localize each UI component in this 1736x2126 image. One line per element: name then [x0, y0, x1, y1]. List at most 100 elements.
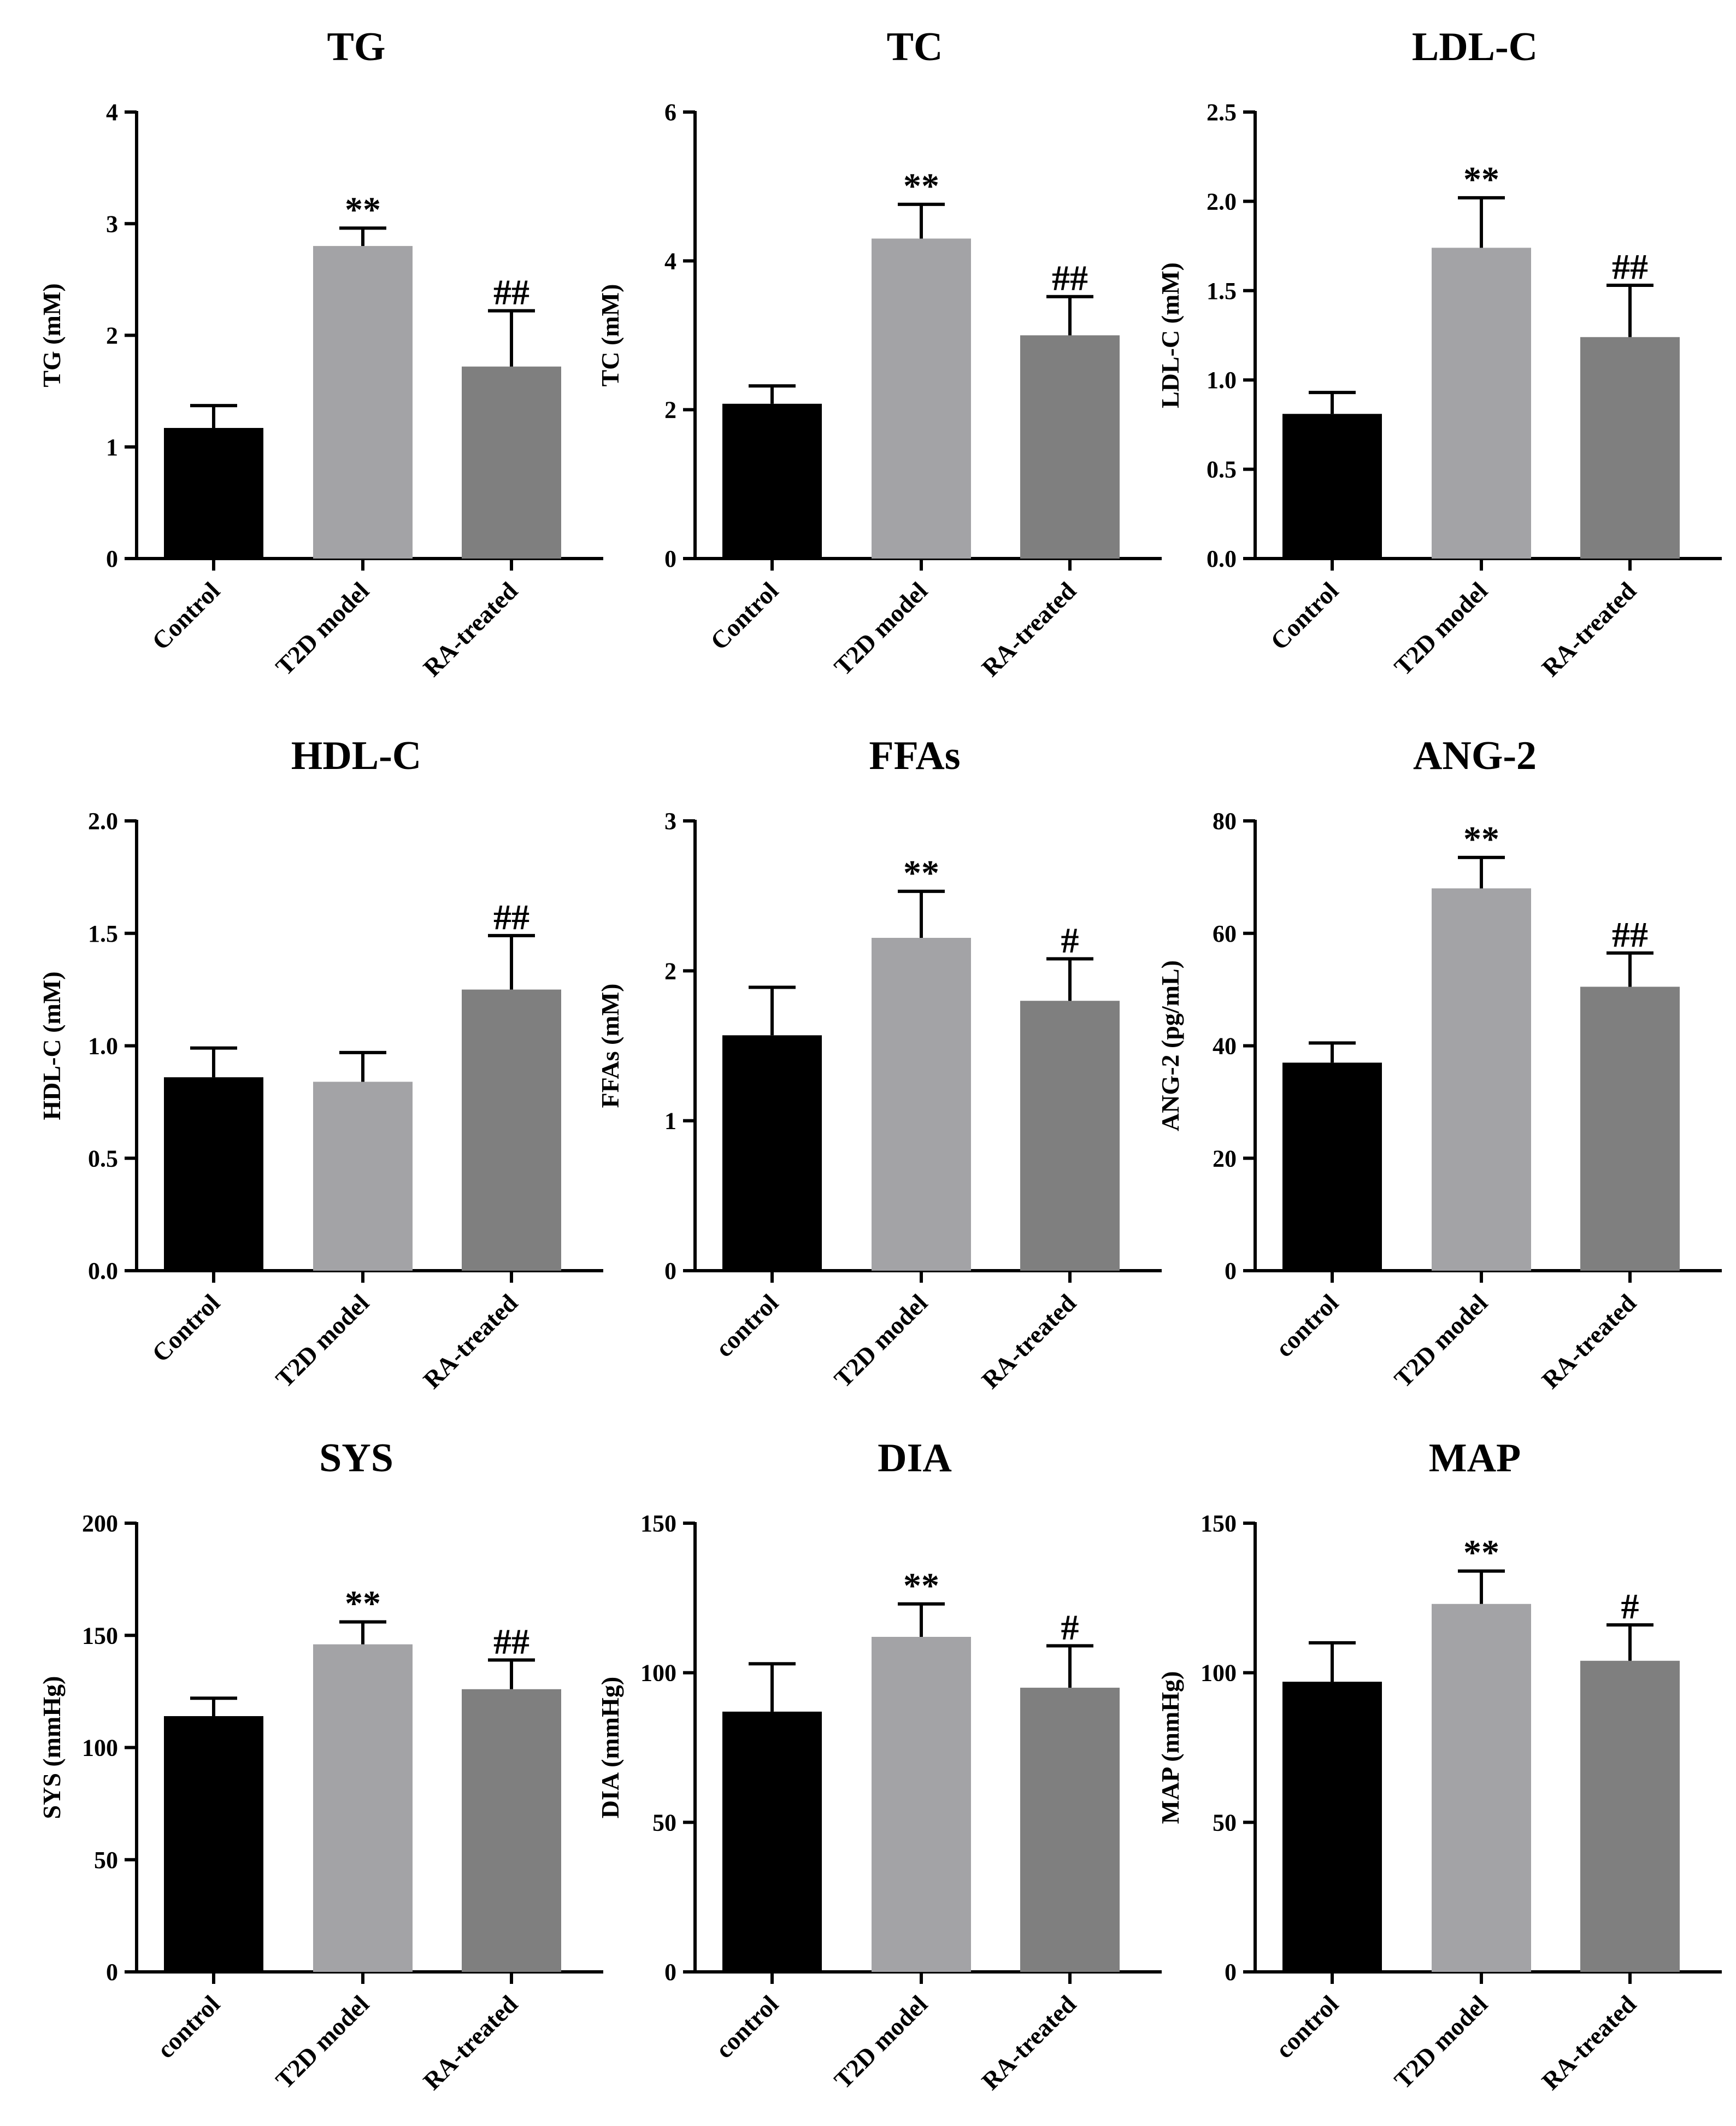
y-tick-label: 150: [82, 1622, 118, 1649]
significance-mark: **: [903, 1566, 939, 1606]
y-axis-label: DIA (mmHg): [596, 1677, 624, 1818]
significance-mark: **: [903, 853, 939, 893]
bar: [1432, 248, 1531, 559]
x-category-label: Control: [146, 577, 225, 655]
x-category-label: Control: [705, 577, 784, 655]
bar: [872, 238, 971, 559]
significance-mark: #: [1061, 920, 1079, 960]
y-tick-label: 0.5: [1207, 456, 1237, 483]
significance-mark: #: [1061, 1607, 1079, 1647]
bar: [313, 1644, 413, 1972]
significance-mark: **: [903, 166, 939, 206]
x-category-label: RA-treated: [976, 1990, 1081, 2095]
bar: [1020, 335, 1120, 559]
bar: [1282, 414, 1382, 559]
chart-hdl-c: HDL-C 0.0 0.5 1.0 1.5 2.0 HDL-C (mM) Control T2D…: [38, 733, 603, 1394]
y-axis-label: TC (mM): [596, 284, 624, 387]
bar: [462, 366, 561, 559]
y-tick-label: 3: [664, 808, 676, 835]
significance-mark: ##: [1612, 247, 1648, 287]
significance-mark: ##: [493, 1622, 529, 1661]
y-axis-label: MAP (mmHg): [1156, 1671, 1184, 1824]
chart-title: TG: [327, 25, 386, 69]
x-category-label: RA-treated: [417, 1289, 523, 1394]
x-category-label: RA-treated: [417, 1990, 523, 2095]
y-tick-label: 100: [1201, 1660, 1237, 1687]
bar: [872, 1636, 971, 1972]
y-tick-label: 1: [106, 434, 118, 461]
y-tick-label: 2: [664, 958, 676, 984]
y-tick-label: 1.0: [1207, 367, 1237, 394]
chart-tc: TC 0 2 4 6 TC (mM) Control T2D model ** RA-treate…: [596, 25, 1162, 682]
bar: [722, 1035, 822, 1271]
significance-mark: ##: [493, 897, 529, 937]
y-tick-label: 0: [1225, 1258, 1237, 1284]
x-category-label: T2D model: [829, 1289, 933, 1393]
y-tick-label: 4: [106, 99, 118, 126]
x-category-label: T2D model: [1389, 1289, 1493, 1393]
y-tick-label: 1.0: [88, 1033, 118, 1060]
y-tick-label: 2.0: [88, 808, 118, 835]
y-tick-label: 3: [106, 210, 118, 237]
y-tick-label: 60: [1213, 920, 1237, 947]
chart-ffas: FFAs 0 1 2 3 FFAs (mM) control T2D model ** RA-tr…: [596, 733, 1162, 1394]
x-category-label: T2D model: [829, 577, 933, 681]
y-tick-label: 40: [1213, 1033, 1237, 1060]
y-tick-label: 0.5: [88, 1145, 118, 1172]
y-tick-label: 0: [664, 545, 676, 572]
x-category-label: T2D model: [1389, 577, 1493, 681]
y-tick-label: 2: [106, 322, 118, 349]
y-tick-label: 0: [106, 545, 118, 572]
bar: [722, 1711, 822, 1972]
chart-title: TC: [887, 25, 943, 69]
x-category-label: T2D model: [829, 1990, 933, 2094]
y-axis-label: LDL-C (mM): [1156, 262, 1184, 408]
significance-mark: **: [1463, 1533, 1499, 1573]
bar: [1282, 1682, 1382, 1972]
x-category-label: T2D model: [1389, 1990, 1493, 2094]
x-category-label: control: [151, 1990, 225, 2064]
x-category-label: RA-treated: [976, 1289, 1081, 1394]
y-tick-label: 0: [664, 1959, 676, 1986]
y-tick-label: 0.0: [1207, 545, 1237, 572]
y-tick-label: 1.5: [1207, 278, 1237, 304]
significance-mark: **: [345, 190, 381, 230]
chart-title: ANG-2: [1413, 733, 1537, 778]
x-category-label: Control: [146, 1289, 225, 1367]
significance-mark: **: [1463, 819, 1499, 859]
y-tick-label: 2.5: [1207, 99, 1237, 126]
bar: [1020, 1688, 1120, 1972]
y-tick-label: 100: [640, 1660, 676, 1687]
y-tick-label: 4: [664, 248, 676, 274]
bar: [722, 403, 822, 559]
x-category-label: T2D model: [270, 1289, 375, 1393]
significance-mark: ##: [1612, 915, 1648, 955]
bar: [164, 1716, 263, 1972]
chart-map: MAP 0 50 100 150 MAP (mmHg) control T2D model **…: [1156, 1436, 1722, 2095]
chart-title: FFAs: [869, 733, 960, 778]
y-tick-label: 50: [1213, 1809, 1237, 1836]
bar: [1580, 1660, 1680, 1972]
x-category-label: RA-treated: [1536, 1990, 1641, 2095]
y-axis-label: TG (mM): [38, 283, 66, 387]
x-category-label: control: [710, 1289, 784, 1362]
bar: [1432, 888, 1531, 1271]
bar: [1282, 1062, 1382, 1271]
x-category-label: control: [1270, 1990, 1344, 2064]
chart-title: MAP: [1429, 1436, 1521, 1481]
x-category-label: T2D model: [270, 577, 375, 681]
bar: [872, 937, 971, 1271]
y-tick-label: 150: [640, 1510, 676, 1537]
y-tick-label: 50: [94, 1847, 118, 1874]
chart-ldl-c: LDL-C 0.0 0.5 1.0 1.5 2.0 2.5 LDL-C (mM) Control…: [1156, 25, 1722, 682]
chart-title: SYS: [319, 1436, 393, 1481]
x-category-label: RA-treated: [1536, 577, 1641, 682]
chart-tg: TG 0 1 2 3 4 TG (mM) Control T2D model ** RA-treat…: [38, 25, 603, 682]
x-category-label: control: [1270, 1289, 1344, 1362]
y-axis-label: SYS (mmHg): [38, 1676, 66, 1819]
chart-title: HDL-C: [291, 733, 421, 778]
y-tick-label: 150: [1201, 1510, 1237, 1537]
chart-dia: DIA 0 50 100 150 DIA (mmHg) control T2D model **…: [596, 1436, 1162, 2095]
y-axis-label: FFAs (mM): [596, 984, 624, 1108]
